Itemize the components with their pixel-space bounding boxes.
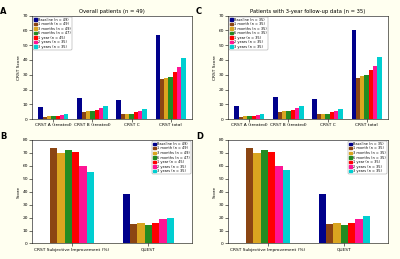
Bar: [286, 111, 291, 119]
Bar: [362, 216, 370, 243]
Legend: Baseline (n = 35), 1 month (n = 35), 3 months (n = 35), 6 months (n = 35), 1 yea: Baseline (n = 35), 1 month (n = 35), 3 m…: [229, 17, 268, 50]
Bar: [261, 150, 268, 243]
Bar: [156, 35, 160, 119]
Y-axis label: CRST Score: CRST Score: [17, 55, 21, 80]
Bar: [260, 114, 264, 119]
Bar: [145, 225, 152, 243]
Bar: [177, 67, 181, 119]
Bar: [181, 59, 186, 119]
Bar: [321, 113, 325, 119]
Bar: [43, 117, 47, 119]
Legend: Baseline (n = 49), 1 month (n = 49), 3 months (n = 49), 6 months (n = 47), 1 yea: Baseline (n = 49), 1 month (n = 49), 3 m…: [33, 17, 72, 50]
Legend: Baseline (n = 35), 1 month (n = 35), 3 months (n = 35), 6 months (n = 35), 1 yea: Baseline (n = 35), 1 month (n = 35), 3 m…: [348, 141, 387, 174]
Bar: [360, 76, 364, 119]
Bar: [72, 152, 79, 243]
Bar: [164, 78, 168, 119]
Bar: [319, 194, 326, 243]
Bar: [90, 111, 95, 119]
Bar: [79, 166, 86, 243]
Bar: [355, 219, 362, 243]
Bar: [295, 108, 299, 119]
Bar: [291, 110, 295, 119]
Bar: [56, 116, 60, 119]
Bar: [373, 66, 377, 119]
Bar: [247, 117, 252, 119]
Bar: [47, 117, 51, 119]
Bar: [50, 148, 58, 243]
Bar: [326, 224, 334, 243]
Bar: [142, 109, 146, 119]
Bar: [168, 77, 173, 119]
Text: C: C: [196, 7, 202, 16]
Bar: [160, 79, 164, 119]
Bar: [86, 111, 90, 119]
Text: B: B: [0, 132, 6, 141]
Bar: [282, 170, 290, 243]
Bar: [38, 106, 43, 119]
Bar: [99, 108, 103, 119]
Bar: [58, 153, 65, 243]
Bar: [341, 225, 348, 243]
Bar: [352, 30, 356, 119]
Bar: [348, 223, 355, 243]
Bar: [334, 223, 341, 243]
Bar: [138, 223, 145, 243]
Text: A: A: [0, 7, 6, 16]
Bar: [246, 148, 254, 243]
Legend: Baseline (n = 49), 1 month (n = 49), 3 months (n = 49), 6 months (n = 47), 1 yea: Baseline (n = 49), 1 month (n = 49), 3 m…: [152, 141, 191, 174]
Bar: [166, 218, 174, 243]
Bar: [312, 99, 317, 119]
Bar: [369, 70, 373, 119]
Bar: [159, 219, 166, 243]
Bar: [86, 172, 94, 243]
Bar: [330, 112, 334, 119]
Y-axis label: Score: Score: [17, 186, 21, 198]
Bar: [338, 109, 342, 119]
Bar: [252, 116, 256, 119]
Y-axis label: Score: Score: [213, 186, 217, 198]
Bar: [123, 194, 130, 243]
Bar: [317, 114, 321, 119]
Bar: [364, 75, 369, 119]
Bar: [129, 113, 134, 119]
Bar: [173, 72, 177, 119]
Title: Patients with 3-year follow-up data (n = 35): Patients with 3-year follow-up data (n =…: [250, 9, 366, 14]
Bar: [278, 112, 282, 119]
Bar: [134, 112, 138, 119]
Bar: [125, 113, 129, 119]
Bar: [65, 150, 72, 243]
Bar: [103, 106, 108, 119]
Bar: [377, 57, 382, 119]
Bar: [256, 115, 260, 119]
Bar: [121, 114, 125, 119]
Bar: [254, 153, 261, 243]
Bar: [274, 97, 278, 119]
Bar: [243, 117, 247, 119]
Bar: [116, 100, 121, 119]
Y-axis label: CRST Score: CRST Score: [213, 55, 217, 80]
Bar: [234, 106, 239, 119]
Bar: [82, 112, 86, 119]
Bar: [325, 113, 330, 119]
Bar: [51, 117, 56, 119]
Bar: [282, 111, 286, 119]
Bar: [299, 106, 304, 119]
Bar: [60, 115, 64, 119]
Title: Overall patients (n = 49): Overall patients (n = 49): [79, 9, 145, 14]
Bar: [138, 111, 142, 119]
Bar: [78, 98, 82, 119]
Bar: [275, 166, 282, 243]
Bar: [239, 117, 243, 119]
Bar: [64, 114, 68, 119]
Bar: [95, 110, 99, 119]
Bar: [356, 78, 360, 119]
Bar: [268, 152, 275, 243]
Text: D: D: [196, 132, 203, 141]
Bar: [152, 223, 159, 243]
Bar: [334, 111, 338, 119]
Bar: [130, 224, 138, 243]
